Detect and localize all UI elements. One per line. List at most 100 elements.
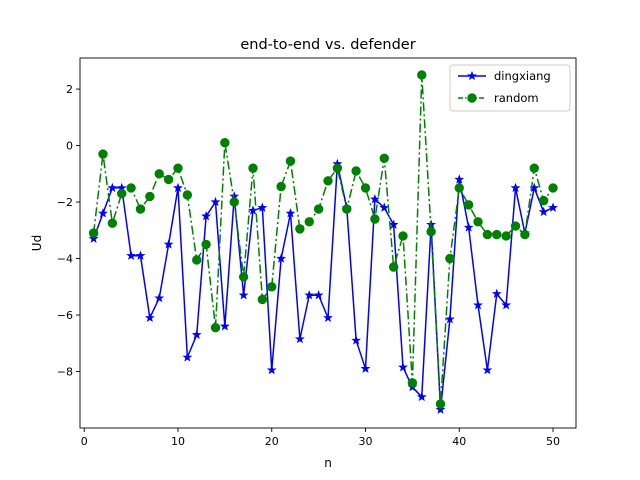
data-point-dingxiang <box>360 363 371 373</box>
data-point-random <box>445 253 455 264</box>
data-point-random <box>501 231 511 241</box>
data-point-random <box>482 229 493 240</box>
data-point-dingxiang <box>88 233 99 243</box>
data-point-random <box>510 221 521 231</box>
y-axis: −8 −6 −4 −2 0 2 <box>57 83 80 379</box>
series-random <box>88 70 558 409</box>
data-point-dingxiang <box>210 196 221 207</box>
y-tick-label: −2 <box>57 196 73 209</box>
data-point-random <box>529 163 539 173</box>
data-point-random <box>163 174 174 185</box>
data-point-dingxiang <box>257 202 268 212</box>
data-point-random <box>342 204 352 214</box>
data-point-dingxiang <box>266 364 277 375</box>
series-dingxiang <box>88 158 558 414</box>
data-point-random <box>248 163 258 173</box>
data-point-dingxiang <box>548 202 558 212</box>
x-tick-label: 30 <box>359 435 373 448</box>
data-point-dingxiang <box>491 288 502 299</box>
legend-marker <box>467 70 477 81</box>
data-point-dingxiang <box>285 208 296 218</box>
data-point-dingxiang <box>135 250 146 260</box>
data-point-random <box>388 262 399 272</box>
legend-label: random <box>494 91 539 105</box>
data-point-random <box>285 156 296 166</box>
data-point-random <box>173 163 183 173</box>
data-point-dingxiang <box>173 182 183 193</box>
data-point-dingxiang <box>473 299 483 310</box>
data-point-dingxiang <box>313 290 324 300</box>
data-point-random <box>548 183 558 193</box>
data-point-random <box>398 231 408 241</box>
data-point-dingxiang <box>454 174 465 184</box>
data-point-dingxiang <box>323 312 333 323</box>
series-line-dingxiang <box>92 163 554 411</box>
data-point-random <box>98 149 108 159</box>
data-point-random <box>407 378 418 388</box>
data-point-random <box>492 229 502 240</box>
data-point-dingxiang <box>276 253 287 263</box>
x-tick-label: 10 <box>171 435 185 448</box>
data-point-dingxiang <box>219 321 230 331</box>
plot-frame <box>79 57 577 429</box>
data-point-dingxiang <box>304 290 315 300</box>
data-point-random <box>276 181 286 192</box>
data-point-random <box>267 282 277 292</box>
data-point-random <box>135 204 146 214</box>
series-layer <box>88 70 558 414</box>
data-point-random <box>88 228 99 238</box>
legend-marker <box>467 93 477 103</box>
data-point-random <box>417 70 427 80</box>
data-point-dingxiang <box>444 314 455 324</box>
data-point-random <box>220 138 230 148</box>
data-point-random <box>370 214 380 224</box>
data-point-random <box>435 399 446 409</box>
data-point-random <box>192 255 202 265</box>
data-point-random <box>426 227 436 237</box>
data-point-dingxiang <box>398 362 408 372</box>
data-point-dingxiang <box>538 206 549 217</box>
y-tick-label: 2 <box>66 83 73 96</box>
data-point-random <box>107 218 118 228</box>
data-point-dingxiang <box>510 182 521 193</box>
data-point-dingxiang <box>201 211 212 221</box>
x-tick-label: 20 <box>265 435 279 448</box>
x-tick-label: 50 <box>546 435 560 448</box>
chart-title: end-to-end vs. defender <box>240 37 415 53</box>
data-point-random <box>229 197 239 207</box>
data-point-random <box>454 183 464 193</box>
data-point-random <box>145 191 155 202</box>
data-point-dingxiang <box>379 202 390 212</box>
data-point-dingxiang <box>463 222 474 232</box>
data-point-random <box>182 190 193 200</box>
data-point-dingxiang <box>501 299 512 310</box>
x-tick-label: 40 <box>452 435 466 448</box>
data-point-random <box>238 272 249 282</box>
data-point-dingxiang <box>238 290 249 300</box>
data-point-dingxiang <box>107 182 118 193</box>
legend-item-random: random <box>458 91 539 105</box>
data-point-dingxiang <box>126 250 137 260</box>
legend: dingxiang random <box>449 64 571 112</box>
data-point-random <box>520 229 530 240</box>
legend-item-dingxiang: dingxiang <box>458 69 551 83</box>
data-point-random <box>473 217 483 227</box>
data-point-random <box>210 323 221 333</box>
data-point-dingxiang <box>351 335 362 345</box>
data-point-random <box>360 183 371 193</box>
y-tick-label: −8 <box>57 366 73 379</box>
data-point-dingxiang <box>144 312 155 323</box>
data-point-random <box>313 204 324 214</box>
plot-area <box>80 58 576 428</box>
data-point-random <box>201 239 211 250</box>
data-point-dingxiang <box>182 352 193 362</box>
data-point-dingxiang <box>154 292 165 303</box>
data-point-random <box>463 200 474 210</box>
data-point-random <box>126 183 136 193</box>
data-point-dingxiang <box>98 208 108 218</box>
data-point-dingxiang <box>191 329 202 339</box>
data-point-random <box>295 224 305 234</box>
data-point-random <box>117 188 127 199</box>
y-tick-label: 0 <box>66 140 73 153</box>
